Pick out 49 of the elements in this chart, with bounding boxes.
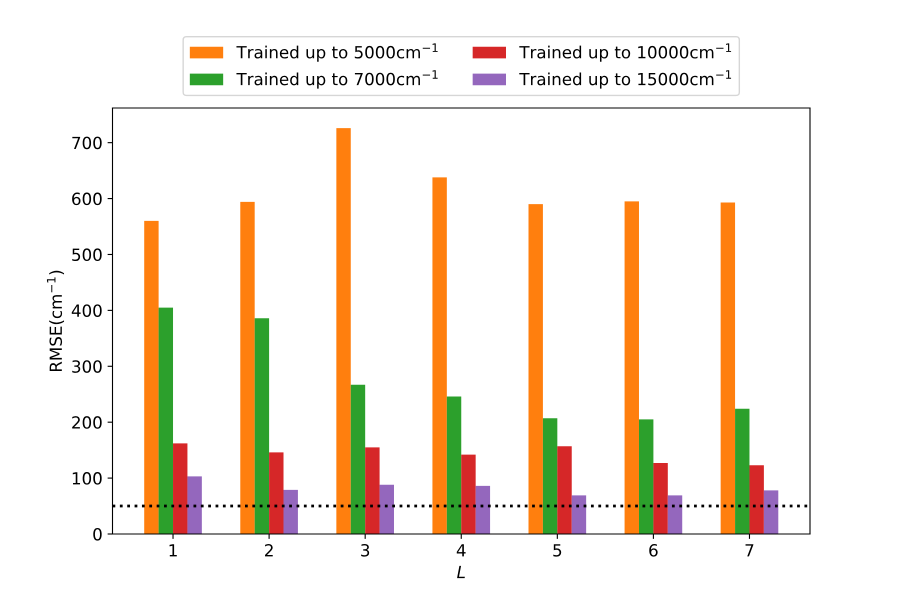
bar — [557, 446, 572, 534]
bar — [365, 447, 380, 534]
x-tick-label: 7 — [746, 544, 754, 556]
bar — [144, 220, 159, 534]
bar — [284, 490, 298, 534]
bar — [240, 202, 255, 534]
bar — [735, 408, 750, 534]
bar — [528, 204, 543, 534]
bar — [350, 384, 366, 534]
y-tick-label: 100 — [72, 472, 102, 485]
x-axis-title: L — [457, 566, 465, 578]
x-tick-label: 2 — [265, 544, 273, 556]
y-tick-label: 400 — [72, 304, 102, 317]
x-tick-label: 1 — [170, 544, 177, 556]
y-tick-label: 700 — [72, 136, 102, 150]
x-tick-label: 5 — [553, 544, 562, 557]
bar — [187, 476, 202, 534]
bar — [542, 418, 558, 534]
y-tick-label: 200 — [72, 416, 102, 429]
bar — [638, 419, 654, 534]
legend-label: Trained up to 5000cm$^{−1}$ — [236, 43, 438, 62]
bar — [254, 318, 270, 534]
x-tick-label: 4 — [456, 544, 466, 556]
bar — [173, 443, 188, 534]
y-tick-label: 300 — [72, 360, 102, 373]
bar — [461, 454, 476, 534]
bar — [668, 495, 682, 534]
bar — [749, 465, 764, 534]
y-tick-label: 0 — [93, 528, 102, 541]
legend-label: Trained up to 15000cm$^{−1}$ — [519, 70, 732, 89]
bar — [158, 308, 174, 534]
bar — [432, 177, 447, 534]
bar — [336, 128, 351, 534]
bar — [446, 396, 462, 534]
legend-label: Trained up to 7000cm$^{−1}$ — [236, 70, 438, 89]
y-axis-title: RMSE(cm$^{−1}$) — [46, 270, 64, 372]
legend-label: Trained up to 10000cm$^{−1}$ — [519, 43, 732, 62]
bar — [624, 201, 639, 534]
bar — [380, 484, 394, 534]
bar — [269, 452, 284, 534]
bar — [764, 490, 778, 534]
x-tick-label: 6 — [649, 544, 658, 557]
x-tick-label: 3 — [361, 544, 370, 557]
y-tick-label: 600 — [72, 192, 102, 206]
bar — [720, 202, 736, 534]
bar — [572, 495, 586, 534]
bar — [653, 463, 668, 534]
bar — [476, 486, 490, 534]
y-tick-label: 500 — [72, 248, 102, 262]
